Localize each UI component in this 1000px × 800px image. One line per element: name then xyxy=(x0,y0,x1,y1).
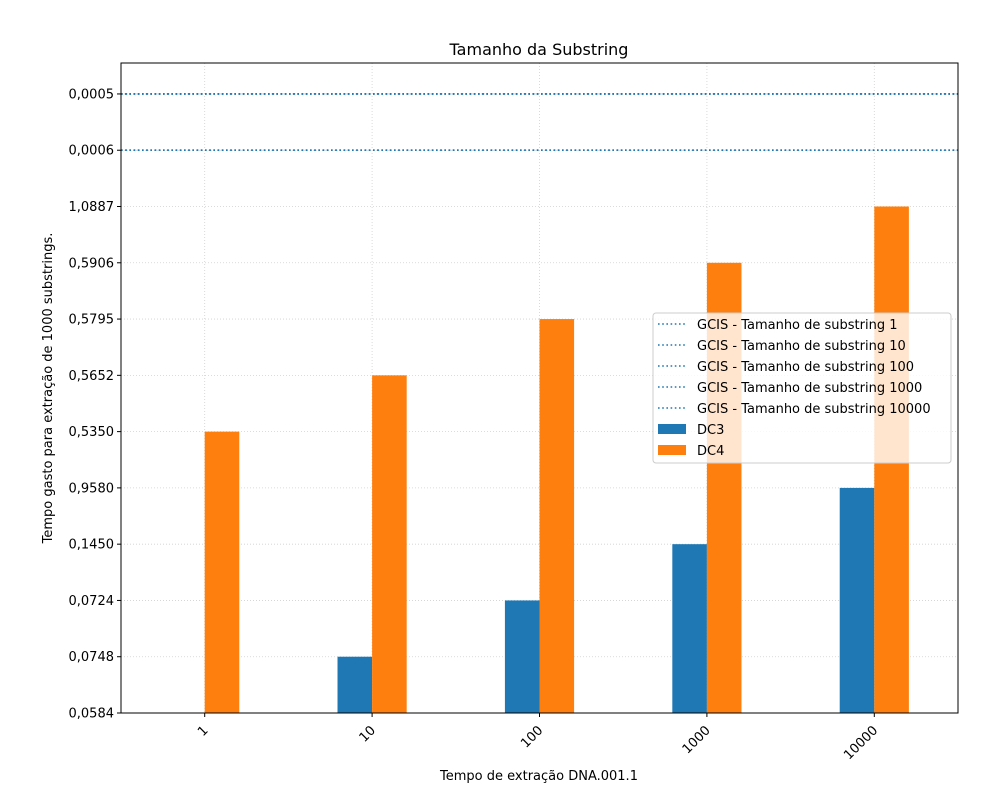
legend-label: DC4 xyxy=(697,444,724,459)
bar-dc3-100 xyxy=(504,600,540,713)
y-tick-label: 0,0584 xyxy=(69,707,115,722)
x-tick-label: 10 xyxy=(357,723,379,745)
y-tick-label: 0,5652 xyxy=(69,369,115,384)
x-tick-label: 10000 xyxy=(841,723,881,763)
legend-bar-swatch xyxy=(658,445,686,455)
legend-label: DC3 xyxy=(697,423,724,438)
y-tick-label: 0,5906 xyxy=(69,256,115,271)
y-tick-label: 0,5795 xyxy=(69,313,115,328)
legend-label: GCIS - Tamanho de substring 1000 xyxy=(697,381,922,396)
legend-label: GCIS - Tamanho de substring 10000 xyxy=(697,402,931,417)
x-tick-label: 1 xyxy=(195,723,211,739)
y-axis-ticks: 0,0584 0,0748 0,0724 0,1450 0,9580 0,5350 0,56… xyxy=(69,87,121,722)
y-tick-label: 0,0748 xyxy=(69,650,115,665)
bar-dc3-10000 xyxy=(839,487,875,713)
x-axis-ticks: 1 10 100 1000 10000 xyxy=(195,713,881,763)
y-tick-label: 0,0724 xyxy=(69,594,115,609)
y-tick-label: 0,5350 xyxy=(69,425,115,440)
legend-bar-swatch xyxy=(658,424,686,434)
legend-box xyxy=(652,312,952,464)
legend-label: GCIS - Tamanho de substring 100 xyxy=(697,360,914,375)
y-axis-label: Tempo gasto para extração de 1000 substr… xyxy=(41,233,56,545)
y-tick-label: 0,9580 xyxy=(69,481,115,496)
bar-dc4-1 xyxy=(204,431,240,713)
bar-dc4-100 xyxy=(539,319,575,713)
legend-label: GCIS - Tamanho de substring 10 xyxy=(697,339,906,354)
y-tick-label: 0,0006 xyxy=(69,144,115,159)
reference-lines xyxy=(121,93,958,152)
legend: GCIS - Tamanho de substring 1 GCIS - Tama… xyxy=(652,312,952,464)
bar-dc4-10 xyxy=(372,375,407,713)
x-tick-label: 100 xyxy=(518,723,546,751)
legend-label: GCIS - Tamanho de substring 1 xyxy=(697,318,898,333)
chart-title: Tamanho da Substring xyxy=(449,40,629,59)
y-tick-label: 1,0887 xyxy=(69,200,115,215)
y-tick-label: 0,1450 xyxy=(69,538,115,553)
x-axis-label: Tempo de extração DNA.001.1 xyxy=(439,769,638,784)
x-tick-label: 1000 xyxy=(680,723,714,757)
bar-dc3-10 xyxy=(337,656,373,713)
bar-dc3-1000 xyxy=(672,544,707,713)
y-tick-label: 0,0005 xyxy=(69,87,115,102)
